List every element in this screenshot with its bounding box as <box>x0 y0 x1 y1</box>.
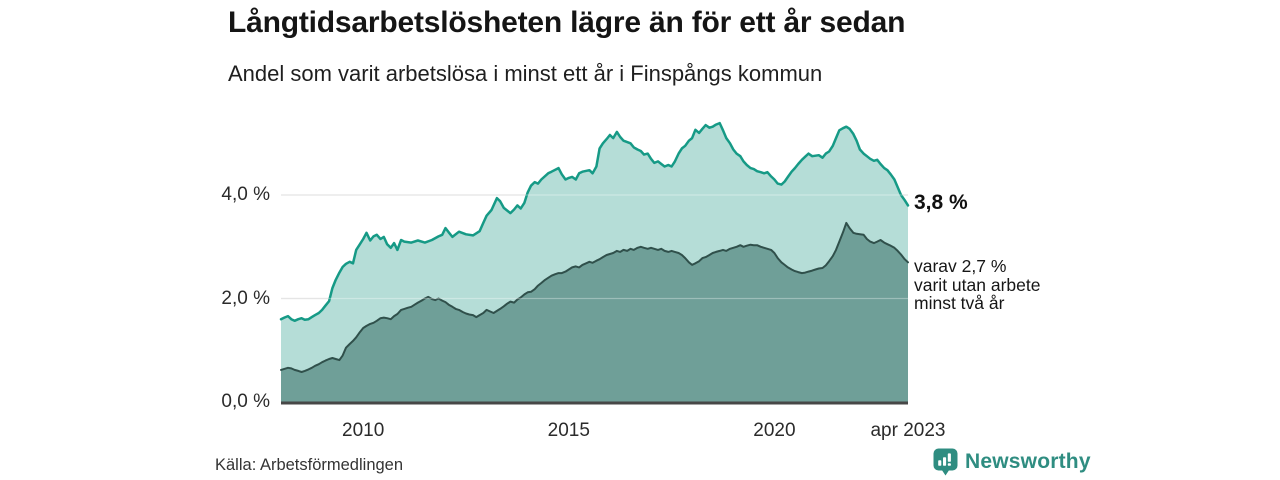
newsworthy-logo[interactable]: Newsworthy <box>933 448 1091 476</box>
newsworthy-bubble-chart-icon <box>933 448 958 476</box>
y-tick-label: 2,0 % <box>221 287 270 309</box>
y-tick-label: 0,0 % <box>221 391 270 412</box>
series-2-area <box>281 222 908 402</box>
page-title: Långtidsarbetslösheten lägre än för ett … <box>228 6 906 39</box>
x-tick-label: 2010 <box>342 420 385 441</box>
x-tick-label: apr 2023 <box>870 420 946 441</box>
x-tick-label: 2020 <box>753 420 796 441</box>
annotation-two-year-detail: varav 2,7 % varit utan arbete minst två … <box>914 256 1041 314</box>
source-credit: Källa: Arbetsförmedlingen <box>215 456 404 474</box>
series-1-line <box>279 121 910 323</box>
newsworthy-wordmark: Newsworthy <box>965 450 1091 473</box>
series-2-line <box>280 221 909 373</box>
chart-subtitle: Andel som varit arbetslösa i minst ett å… <box>228 61 823 86</box>
annotation-latest-total: 3,8 % <box>914 191 968 214</box>
y-tick-label: 4,0 % <box>221 184 270 205</box>
x-tick-label: 2015 <box>547 420 590 441</box>
